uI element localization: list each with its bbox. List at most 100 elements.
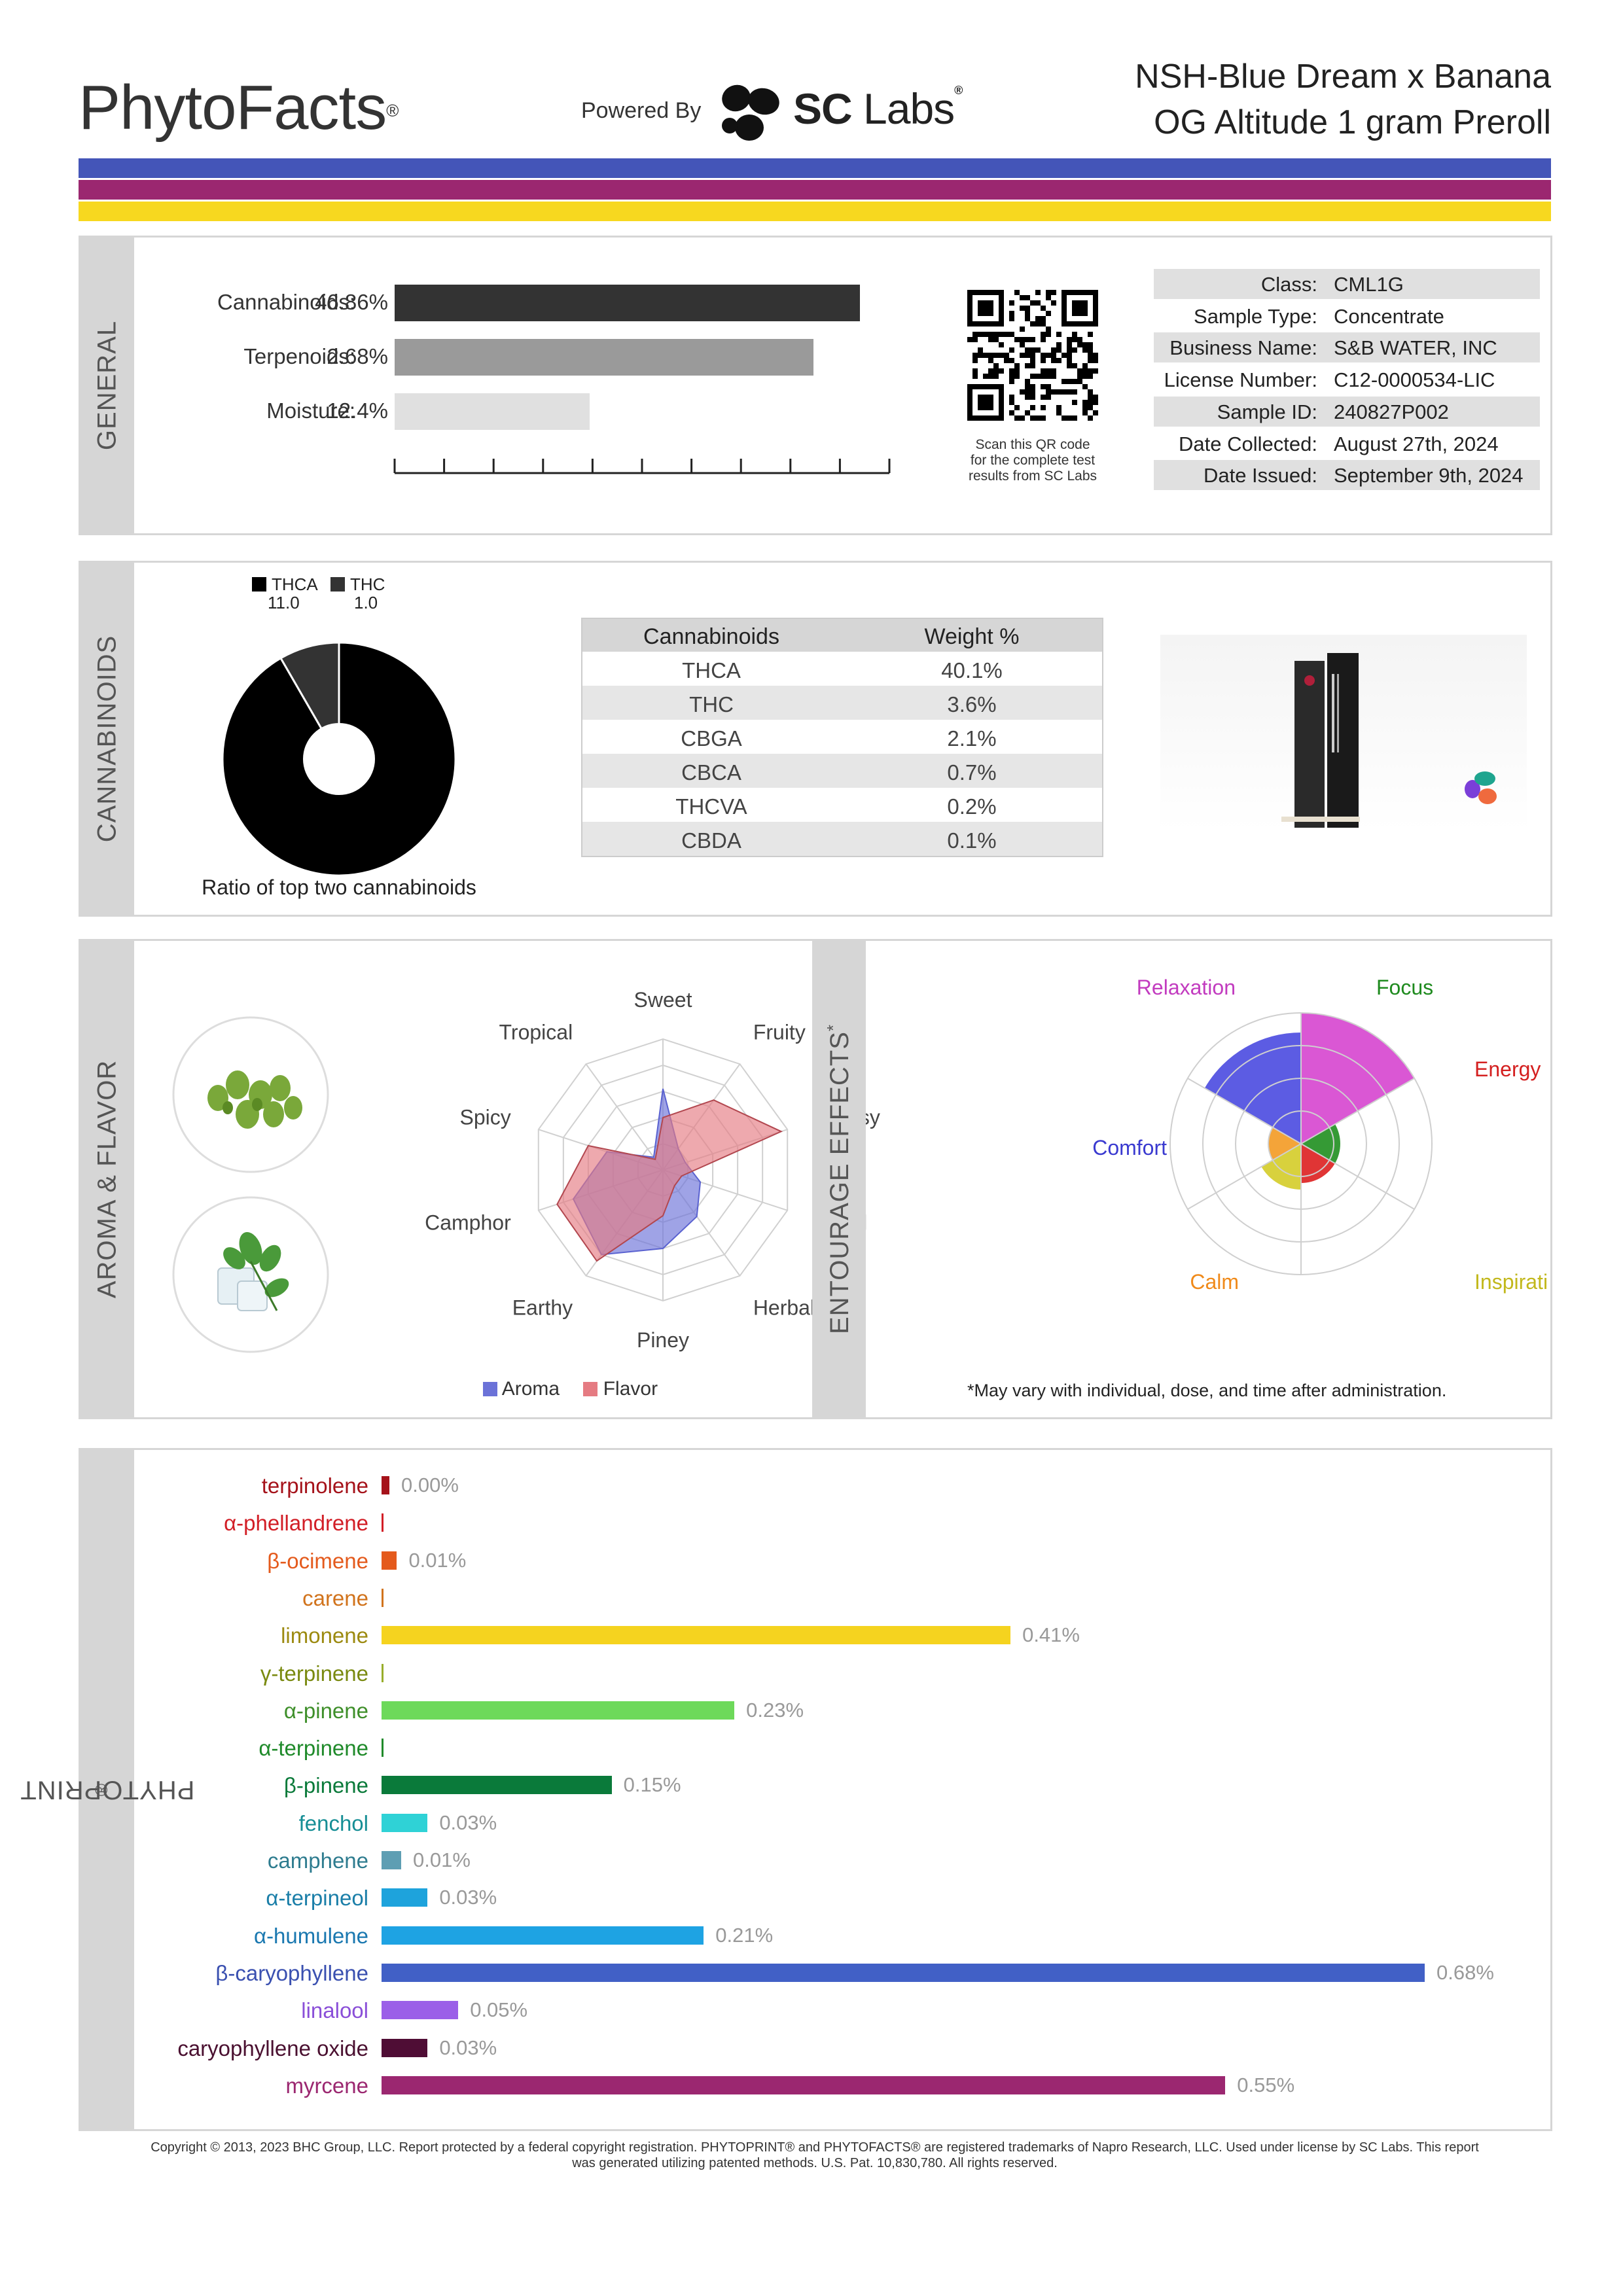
info-key: Business Name: xyxy=(1169,336,1317,360)
terpene-bar xyxy=(382,2075,1226,2094)
stripe-blue xyxy=(79,158,1551,178)
info-row: Sample ID: 240827P002 xyxy=(1154,396,1540,427)
radar-axis-label: Tropical xyxy=(499,1021,573,1044)
terpene-bar xyxy=(382,2038,428,2057)
table-header-weight: Weight % xyxy=(924,624,1020,649)
legend-swatch-thca xyxy=(252,577,266,592)
terpene-value: 0.05% xyxy=(470,1998,528,2022)
phytofacts-logo: PhytoFacts® xyxy=(79,73,399,143)
terpene-value: 0.15% xyxy=(623,1773,681,1797)
entourage-label-relaxation: Relaxation xyxy=(1137,976,1236,999)
radar-axis-label: Spicy xyxy=(459,1106,510,1129)
terpene-name: α-terpineol xyxy=(266,1886,368,1911)
terpene-name: γ-terpinene xyxy=(260,1661,368,1686)
info-key: Sample Type: xyxy=(1194,304,1317,328)
info-value: Concentrate xyxy=(1334,304,1444,328)
radar-axis-label: Sweet xyxy=(634,988,692,1012)
powered-by-label: Powered By xyxy=(581,98,702,123)
table-row: THCVA 0.2% xyxy=(581,788,1102,822)
legend-label-thc: THC xyxy=(350,574,385,594)
table-cell-name: CBDA xyxy=(681,828,741,853)
legend-label-flavor: Flavor xyxy=(603,1378,658,1400)
radar-series-flavor xyxy=(556,1099,783,1262)
terpene-value: 0.21% xyxy=(715,1923,774,1947)
info-row: Class: CML1G xyxy=(1154,269,1540,299)
mint-ice-image-icon xyxy=(172,1196,329,1353)
info-value: S&B WATER, INC xyxy=(1334,336,1497,360)
table-row: THC 3.6% xyxy=(581,686,1102,720)
entourage-label-energy: Energy xyxy=(1474,1057,1541,1081)
entourage-segment-comfort xyxy=(1204,1033,1301,1144)
table-header-cannabinoids: Cannabinoids xyxy=(643,624,779,649)
entourage-effects-chart: Relaxation Focus Energy Inspiration Calm Comf… xyxy=(1092,976,1546,1294)
terpene-name: limonene xyxy=(281,1623,368,1648)
info-key: Date Collected: xyxy=(1179,432,1317,455)
general-bar xyxy=(395,393,590,430)
info-value: 240827P002 xyxy=(1334,400,1449,423)
table-cell-weight: 40.1% xyxy=(941,658,1003,682)
terpene-name: terpinolene xyxy=(261,1474,368,1498)
info-row: Sample Type: Concentrate xyxy=(1154,300,1540,331)
legend-label-thca: THCA xyxy=(272,574,318,594)
table-row: CBDA 0.1% xyxy=(581,822,1102,856)
terpene-value: 0.68% xyxy=(1436,1960,1494,1984)
terpene-name: β-pinene xyxy=(283,1773,368,1798)
terpene-bar xyxy=(382,1813,428,1832)
general-bar-label: Cannabinoids: xyxy=(217,290,355,314)
terpene-name: α-humulene xyxy=(253,1923,368,1948)
entourage-label-focus: Focus xyxy=(1376,976,1433,999)
legend-label-aroma: Aroma xyxy=(501,1378,560,1400)
entourage-segment-focus xyxy=(1301,1124,1340,1163)
entourage-spoke xyxy=(1187,1078,1302,1144)
info-value: CML1G xyxy=(1334,273,1404,296)
table-cell-weight: 2.1% xyxy=(947,726,997,751)
general-panel: GENERAL Cannabinoids: 46.86% Terpenoids: 2.… xyxy=(79,236,1552,535)
sc-labs-logo-text: SC Labs® xyxy=(793,84,963,133)
entourage-spoke xyxy=(1300,1143,1415,1210)
radar-axis-label: Piney xyxy=(637,1328,689,1352)
table-cell-weight: 0.2% xyxy=(947,794,997,819)
terpene-value: 0.00% xyxy=(401,1474,459,1496)
radar-axis-label: Fruity xyxy=(753,1021,806,1044)
terpene-name: fenchol xyxy=(298,1810,368,1835)
hops-image-icon xyxy=(172,1016,329,1173)
terpene-bar xyxy=(382,2001,459,2020)
legend-value-thc: 1.0 xyxy=(354,593,378,612)
legend-swatch-flavor xyxy=(583,1382,598,1396)
terpene-bar xyxy=(382,1626,1011,1645)
terpene-name: carene xyxy=(302,1585,368,1610)
entourage-label-inspiration: Inspiration xyxy=(1474,1270,1546,1294)
info-row: Date Collected: August 27th, 2024 xyxy=(1154,428,1540,459)
info-key: Class: xyxy=(1260,273,1317,296)
table-row: CBGA 2.1% xyxy=(581,720,1102,754)
cannabinoid-table-header: Cannabinoids Weight % xyxy=(581,618,1102,652)
table-cell-name: CBGA xyxy=(681,726,742,751)
stripe-purple xyxy=(79,180,1551,200)
cannabinoid-donut-chart xyxy=(221,641,457,877)
legend-value-thca: 11.0 xyxy=(268,593,300,612)
terpene-name: linalool xyxy=(301,1998,368,2023)
product-photo xyxy=(1160,635,1527,831)
terpene-name: α-terpinene xyxy=(259,1736,368,1761)
entourage-spoke xyxy=(1300,1078,1415,1144)
terpene-name: camphene xyxy=(267,1848,368,1873)
table-cell-name: THCVA xyxy=(675,794,747,819)
terpene-name: α-phellandrene xyxy=(224,1511,368,1536)
terpene-bar xyxy=(382,1588,383,1607)
donut-hole xyxy=(303,723,375,795)
terpene-value: 0.01% xyxy=(413,1848,471,1871)
terpene-bar xyxy=(382,1776,612,1795)
qr-code[interactable] xyxy=(967,290,1098,421)
table-row: CBCA 0.7% xyxy=(581,754,1102,788)
general-bar-value: 12.4% xyxy=(327,398,388,423)
general-bar xyxy=(395,285,860,321)
entourage-effects-tab: ENTOURAGE EFFECTS* xyxy=(812,941,866,1417)
general-bar xyxy=(395,339,813,376)
aroma-entourage-panel: AROMA & FLAVOR Sweet Fru xyxy=(79,939,1552,1419)
phytoprint-panel: PHYTOPRINT ® terpinolene 0.00% α-phellandre… xyxy=(20,1448,1552,2131)
terpene-value: 0.55% xyxy=(1237,2073,1295,2096)
donut-caption: Ratio of top two cannabinoids xyxy=(202,875,476,899)
aroma-flavor-radar-chart: SweetFruityCitrusyFloralHerbalPineyEarth… xyxy=(425,988,880,1352)
general-axis xyxy=(393,459,891,474)
qr-caption: Scan this QR code for the complete test … xyxy=(968,437,1097,484)
